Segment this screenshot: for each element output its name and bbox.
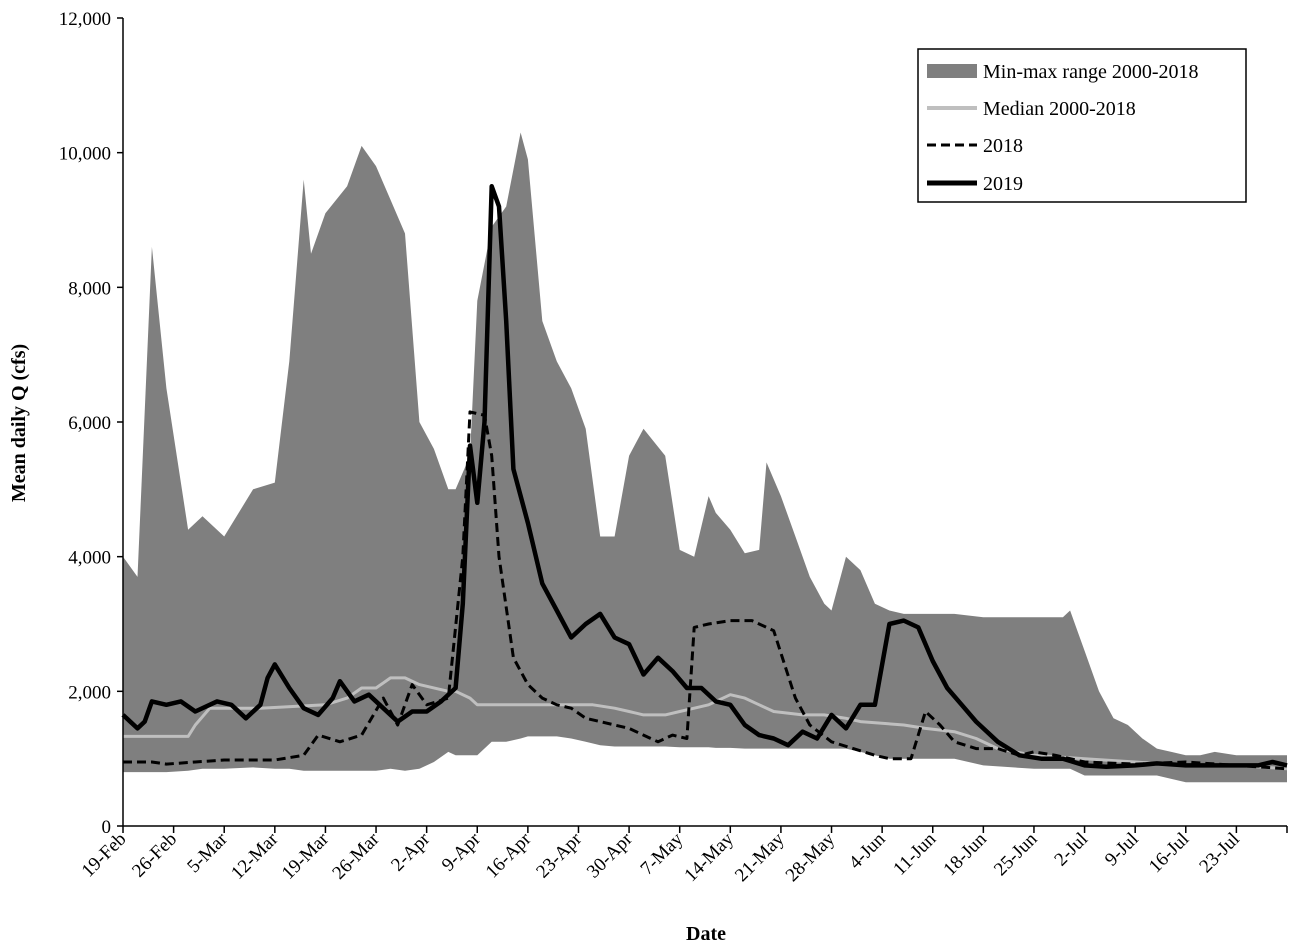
x-tick-label: 28-May <box>782 828 840 886</box>
x-tick-label: 16-Apr <box>482 828 536 882</box>
x-tick-label: 23-Jul <box>1195 829 1243 877</box>
x-tick-label: 2-Apr <box>387 828 434 875</box>
y-tick-label: 6,000 <box>68 413 111 434</box>
y-tick-label: 4,000 <box>68 548 111 569</box>
x-tick-label: 30-Apr <box>583 828 637 882</box>
y-tick-label: 10,000 <box>59 144 111 165</box>
x-tick-label: 21-May <box>731 828 789 886</box>
x-tick-label: 25-Jun <box>990 828 1042 880</box>
x-tick-label: 23-Apr <box>532 828 586 882</box>
x-tick-label: 14-May <box>680 828 738 886</box>
series-median-line <box>123 676 1288 771</box>
y-tick-label: 2,000 <box>68 682 111 703</box>
x-tick-label: 26-Mar <box>328 828 384 884</box>
legend-label-median: Median 2000-2018 <box>983 98 1136 120</box>
x-tick-label: 11-Jun <box>889 828 940 879</box>
x-tick-label: 19-Mar <box>278 828 334 884</box>
x-tick-label: 2-Jul <box>1050 829 1092 871</box>
x-tick-label: 18-Jun <box>939 828 991 880</box>
plot-area <box>121 132 1288 783</box>
series-2019-line <box>121 184 1288 769</box>
x-tick-label: 4-Jun <box>845 828 890 873</box>
legend-label-range: Min-max range 2000-2018 <box>983 61 1199 83</box>
y-tick-label: 12,000 <box>59 9 111 30</box>
x-axis-title: Date <box>686 923 726 945</box>
y-axis-title: Mean daily Q (cfs) <box>8 344 30 502</box>
x-tick-label: 26-Feb <box>128 829 181 882</box>
x-tick-label: 9-Jul <box>1101 829 1143 871</box>
legend-label-2018: 2018 <box>983 135 1023 157</box>
y-tick-label: 8,000 <box>68 278 111 299</box>
series-range-band <box>123 132 1287 783</box>
legend-swatch-range <box>927 64 977 78</box>
x-tick-label: 5-Mar <box>183 828 232 877</box>
series-2018-line <box>123 410 1288 771</box>
legend-label-2019: 2019 <box>983 173 1023 195</box>
y-tick-label: 0 <box>102 817 112 838</box>
x-tick-label: 16-Jul <box>1145 829 1193 877</box>
legend: Min-max range 2000-2018 Median 2000-2018… <box>917 48 1247 203</box>
x-tick-label: 9-Apr <box>438 828 485 875</box>
x-tick-label: 12-Mar <box>227 828 283 884</box>
